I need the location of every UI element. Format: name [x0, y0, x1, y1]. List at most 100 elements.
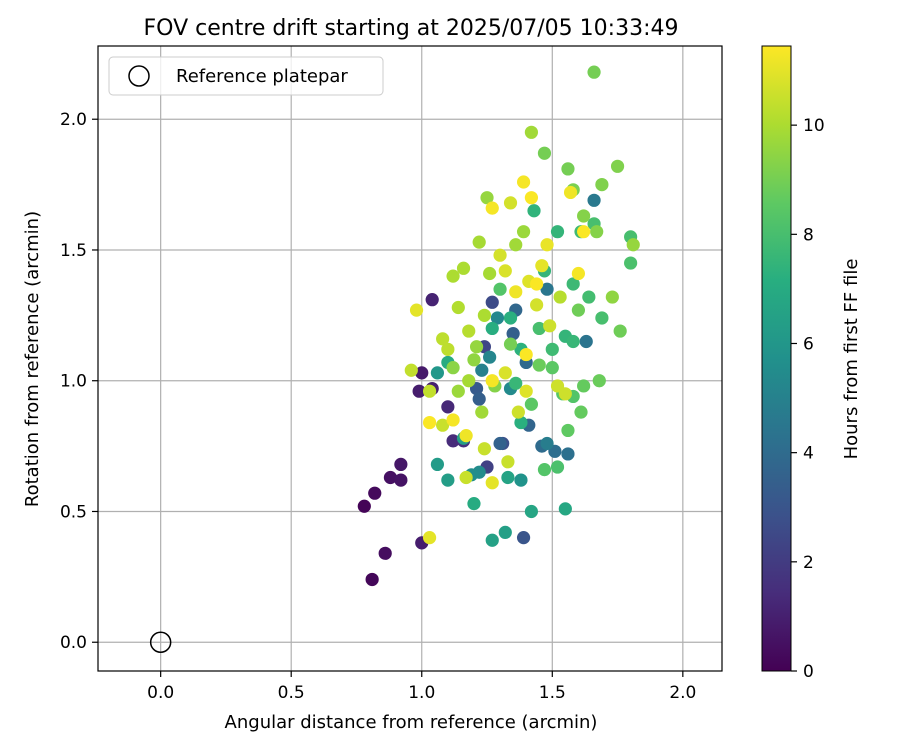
data-point: [446, 361, 460, 375]
x-tick-label: 0.5: [278, 683, 305, 703]
data-point: [462, 374, 476, 388]
data-point: [462, 324, 476, 338]
data-point: [516, 175, 531, 189]
data-point: [519, 384, 533, 398]
data-point: [503, 311, 518, 325]
grid: [98, 46, 722, 671]
data-point: [524, 504, 539, 519]
data-point: [404, 363, 418, 377]
data-point: [537, 463, 552, 477]
data-point: [430, 457, 445, 472]
data-point: [394, 457, 408, 472]
data-point: [485, 295, 499, 309]
data-point: [514, 473, 528, 487]
data-point: [527, 204, 541, 218]
data-point: [579, 334, 593, 349]
data-point: [571, 303, 586, 317]
data-point: [446, 434, 460, 448]
x-ticks: 0.0 0.5 1.0 1.5 2.0: [147, 671, 696, 703]
data-point: [577, 209, 591, 223]
data-point: [383, 470, 398, 485]
data-point: [483, 266, 497, 281]
colorbar: 0 2 4 6 8 10 Hours from first FF file: [761, 45, 862, 682]
data-point: [498, 525, 512, 540]
colorbar-tick-label: 6: [803, 334, 814, 354]
data-point: [592, 374, 606, 388]
data-points: [357, 65, 640, 587]
data-point: [368, 486, 382, 500]
data-point: [459, 470, 473, 485]
data-point: [558, 502, 572, 516]
data-point: [613, 324, 627, 338]
data-point: [451, 384, 465, 398]
colorbar-tick-label: 2: [803, 553, 814, 573]
data-point: [446, 269, 460, 283]
data-point: [469, 340, 484, 354]
data-point: [415, 366, 429, 380]
data-point: [595, 177, 609, 192]
data-point: [441, 400, 455, 414]
y-tick-label: 1.0: [60, 372, 87, 392]
colorbar-tick-label: 8: [803, 225, 814, 245]
legend: Reference platepar: [108, 56, 384, 96]
data-point: [626, 238, 640, 252]
data-point: [587, 65, 601, 79]
data-point: [451, 300, 465, 315]
data-point: [545, 342, 559, 356]
data-point: [501, 470, 515, 485]
data-point: [540, 282, 554, 296]
x-tick-label: 1.0: [408, 683, 435, 703]
data-point: [566, 334, 580, 349]
data-point: [485, 201, 499, 215]
data-point: [550, 225, 565, 239]
colorbar-ticks: 0 2 4 6 8 10: [791, 116, 825, 682]
data-point: [524, 191, 539, 205]
data-point: [441, 342, 455, 356]
data-point: [577, 379, 591, 393]
data-point: [475, 405, 489, 419]
data-point: [422, 531, 437, 545]
data-point: [459, 429, 473, 443]
data-point: [472, 235, 486, 249]
data-point: [503, 337, 518, 351]
data-point: [412, 384, 426, 398]
y-ticks: 0.0 0.5 1.0 1.5 2.0: [60, 110, 98, 653]
x-tick-label: 2.0: [669, 683, 696, 703]
data-point: [561, 447, 575, 461]
data-point: [493, 436, 507, 451]
data-point: [530, 298, 544, 312]
data-point: [485, 533, 499, 547]
data-point: [357, 499, 371, 513]
data-point: [422, 384, 437, 398]
data-point: [543, 319, 557, 333]
chart-title: FOV centre drift starting at 2025/07/05 …: [144, 16, 679, 41]
data-point: [571, 266, 586, 281]
data-point: [503, 196, 518, 210]
data-point: [446, 413, 460, 427]
x-axis-label: Angular distance from reference (arcmin): [225, 712, 598, 733]
legend-box: [108, 56, 384, 96]
data-point: [532, 321, 546, 336]
data-point: [378, 546, 392, 560]
data-point: [587, 193, 601, 207]
plot-frame: [97, 45, 723, 672]
x-tick-label: 1.5: [539, 683, 566, 703]
data-point: [558, 387, 572, 401]
data-point: [477, 442, 492, 456]
data-point: [509, 238, 523, 252]
data-point: [540, 436, 554, 451]
colorbar-tick-label: 10: [803, 116, 825, 136]
colorbar-label: Hours from first FF file: [841, 259, 862, 460]
data-point: [365, 572, 379, 587]
data-point: [582, 290, 596, 304]
y-axis-label: Rotation from reference (arcmin): [22, 211, 43, 507]
data-point: [436, 418, 450, 432]
data-point: [509, 376, 523, 390]
data-point: [425, 293, 439, 307]
data-point: [553, 290, 567, 304]
data-point: [550, 460, 565, 474]
data-point: [409, 303, 424, 317]
y-tick-label: 0.5: [60, 502, 87, 522]
data-point: [532, 358, 546, 372]
y-tick-label: 0.0: [60, 633, 87, 653]
